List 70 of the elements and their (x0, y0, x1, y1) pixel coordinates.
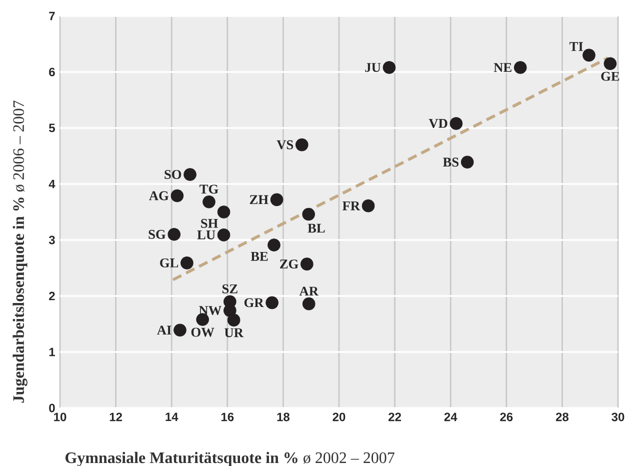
point (217, 206, 230, 218)
x-tick-label: 24 (444, 412, 458, 422)
point (270, 193, 284, 206)
annotation: TI (570, 42, 583, 51)
annotation: SG (148, 230, 166, 239)
annotation: BL (308, 224, 325, 233)
annotation: GR (244, 298, 264, 308)
point (450, 117, 463, 130)
point (302, 297, 316, 310)
point (266, 296, 278, 310)
annotation: GL (160, 258, 178, 268)
x-tick-label: 28 (556, 412, 569, 422)
annotation: AI (157, 326, 172, 335)
point (382, 61, 396, 74)
annotation: SZ (222, 284, 238, 294)
point (180, 256, 194, 270)
y-tick-label: 0 (49, 404, 55, 412)
annotation: LU (197, 230, 216, 240)
annotation: FR (342, 201, 360, 210)
point (302, 208, 315, 221)
y-axis-title: Jugendarbeitslosenquote in % ø 2006 – 2007 (12, 100, 28, 403)
y-tick-label: 1 (49, 348, 55, 356)
annotation: BE (250, 252, 268, 261)
annotation: SH (201, 218, 218, 228)
y-tick-label: 2 (49, 292, 55, 300)
annotation: TG (200, 184, 218, 194)
annotation: BS (442, 158, 459, 167)
y-tick-label: 3 (48, 236, 55, 244)
annotation: GE (601, 72, 620, 81)
y-tick-label: 5 (48, 124, 55, 132)
point (295, 138, 308, 152)
point (268, 238, 280, 252)
y-tick-label: 4 (48, 180, 56, 188)
point (184, 168, 196, 181)
point (362, 199, 375, 212)
y-tick-label: 6 (49, 68, 55, 76)
point (170, 189, 184, 202)
annotation: ZG (280, 260, 298, 269)
y-tick-label: 7 (49, 12, 55, 20)
point (514, 61, 527, 74)
x-tick-label: 16 (221, 412, 234, 422)
x-tick-label: 18 (277, 412, 290, 422)
point (202, 196, 216, 208)
x-tick-label: 10 (54, 412, 66, 422)
point (604, 57, 617, 70)
point (227, 314, 240, 326)
annotation: VD (428, 119, 448, 128)
point (168, 228, 181, 241)
annotation: JU (365, 63, 381, 72)
annotation: NW (198, 306, 222, 316)
annotation: NE (494, 63, 512, 72)
x-tick-label: 14 (166, 412, 178, 421)
point (217, 228, 230, 242)
x-tick-label: 22 (388, 412, 401, 422)
x-tick-label: 12 (110, 412, 122, 422)
x-tick-label: 26 (500, 412, 513, 422)
annotation: OW (191, 328, 214, 337)
point (582, 48, 596, 62)
point (460, 156, 474, 169)
point (300, 258, 314, 270)
annotation: AR (299, 286, 319, 296)
annotation: VS (276, 140, 294, 150)
annotation: ZH (250, 195, 268, 204)
annotation: AG (149, 191, 169, 200)
x-axis-title: Gymnasiale Maturitätsquote in % ø 2002 – 2007 (65, 452, 394, 466)
x-tick-label: 20 (332, 412, 346, 422)
point (174, 324, 186, 337)
annotation: SO (164, 170, 182, 179)
x-tick-label: 30 (612, 412, 624, 422)
annotation: UR (224, 328, 244, 338)
